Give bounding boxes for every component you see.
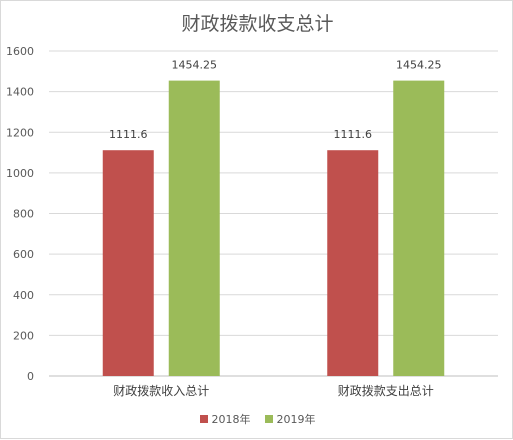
data-label: 1111.6: [109, 128, 148, 141]
x-category-label: 财政拨款支出总计: [338, 384, 434, 398]
y-tick-label: 800: [13, 208, 34, 221]
legend-item: 2018年: [199, 411, 251, 427]
x-category-label: 财政拨款收入总计: [113, 384, 209, 398]
legend-label: 2018年: [211, 413, 251, 426]
bar: [102, 150, 154, 376]
legend-item: 2019年: [264, 411, 316, 427]
data-label: 1454.25: [172, 59, 218, 72]
y-tick-label: 600: [13, 248, 34, 261]
y-tick-label: 1200: [6, 126, 34, 139]
bar: [168, 80, 220, 376]
legend-label: 2019年: [276, 413, 316, 426]
data-label: 1111.6: [334, 128, 373, 141]
data-label: 1454.25: [396, 59, 442, 72]
bar: [327, 150, 379, 376]
y-tick-label: 400: [13, 289, 34, 302]
y-tick-label: 0: [27, 370, 34, 383]
legend-swatch: [264, 415, 273, 423]
legend: 2018年 2019年: [1, 411, 513, 427]
y-tick-label: 200: [13, 329, 34, 342]
chart-title: 财政拨款收支总计: [181, 13, 334, 35]
y-tick-label: 1400: [6, 86, 34, 99]
bar: [393, 80, 445, 376]
legend-swatch: [199, 415, 208, 423]
y-tick-label: 1600: [6, 45, 34, 58]
y-tick-label: 1000: [6, 167, 34, 180]
